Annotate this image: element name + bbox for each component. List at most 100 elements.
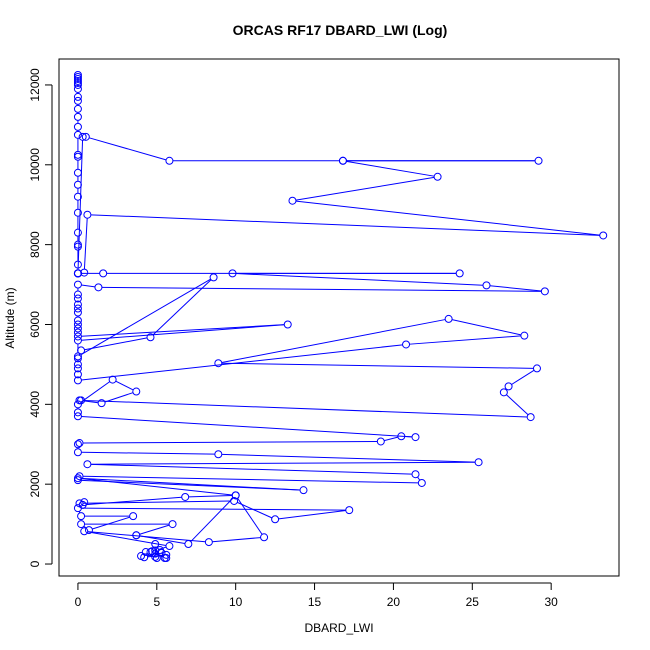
y-tick-label: 4000 <box>28 391 42 418</box>
series-segment <box>90 463 413 475</box>
data-point <box>80 498 89 507</box>
series-segment <box>190 497 234 542</box>
data-point <box>73 280 82 289</box>
data-point <box>271 515 280 524</box>
data-point <box>73 150 82 159</box>
data-point <box>73 80 82 89</box>
data-point <box>168 520 177 529</box>
data-point <box>520 331 529 340</box>
data-point <box>99 269 108 278</box>
data-point <box>288 196 297 205</box>
data-point <box>73 294 82 303</box>
series-segment <box>235 273 484 286</box>
data-point <box>417 478 426 487</box>
series-segment <box>86 496 182 506</box>
data-point <box>73 84 82 93</box>
data-point <box>73 352 82 361</box>
series-segment <box>147 554 163 558</box>
series-segment <box>158 546 167 550</box>
data-point <box>162 550 171 559</box>
series-layer <box>73 70 608 563</box>
series-segment <box>81 416 413 438</box>
data-point <box>146 333 155 342</box>
data-point <box>474 458 483 467</box>
data-point <box>204 538 213 547</box>
series-segment <box>139 524 170 535</box>
series-segment <box>221 453 476 463</box>
data-point <box>73 152 82 161</box>
data-point <box>73 242 82 251</box>
chart-title: ORCAS RF17 DBARD_LWI (Log) <box>233 22 448 38</box>
data-point <box>73 76 82 85</box>
data-point <box>214 450 223 459</box>
data-point <box>230 496 239 505</box>
data-point <box>209 273 218 282</box>
series-segment <box>81 284 96 288</box>
data-point <box>411 470 420 479</box>
series-segment <box>81 507 346 511</box>
data-point <box>73 168 82 177</box>
series-segment <box>80 278 211 356</box>
data-point <box>73 208 82 217</box>
data-point <box>73 290 82 299</box>
series-segment <box>221 319 446 364</box>
data-point <box>75 472 84 481</box>
data-point <box>299 486 308 495</box>
series-segment <box>489 285 542 292</box>
series-segment <box>152 279 212 336</box>
data-point <box>73 364 82 373</box>
data-point <box>73 332 82 341</box>
data-point <box>73 72 82 81</box>
data-point <box>165 156 174 165</box>
x-tick-label: 15 <box>308 595 322 609</box>
data-point <box>73 504 82 513</box>
data-point <box>73 308 82 317</box>
data-point <box>260 533 269 542</box>
data-point <box>151 549 160 558</box>
series-segment <box>81 451 215 455</box>
data-point <box>151 540 160 549</box>
data-point <box>73 192 82 201</box>
x-tick-label: 25 <box>466 595 480 609</box>
data-point <box>73 70 82 79</box>
data-point <box>84 526 93 535</box>
series-segment <box>81 324 285 337</box>
y-tick-label: 2000 <box>28 471 42 498</box>
data-point <box>444 314 453 323</box>
data-point <box>129 512 138 521</box>
series-segment <box>81 477 301 491</box>
data-point <box>94 283 103 292</box>
x-axis: 0 5 10 15 20 25 30 <box>75 582 558 609</box>
series-segment <box>221 362 534 369</box>
data-point <box>77 520 86 529</box>
data-point <box>140 553 149 562</box>
series-segment <box>82 475 419 484</box>
y-tick-label: 10000 <box>28 148 42 182</box>
series-segment <box>89 137 167 161</box>
series-segment <box>295 176 435 201</box>
data-point <box>73 228 82 237</box>
y-axis-label: Altitude (m) <box>3 287 17 348</box>
series-segment <box>87 531 206 543</box>
data-point <box>75 396 84 405</box>
series-segment <box>84 399 528 418</box>
series-segment <box>295 200 600 236</box>
y-axis: 0 2000 4000 6000 8000 10000 12000 <box>28 68 53 567</box>
y-tick-label: 12000 <box>28 68 42 102</box>
data-point <box>146 548 155 557</box>
data-point <box>132 387 141 396</box>
series-segment <box>451 319 522 336</box>
data-point <box>228 269 237 278</box>
series-segment <box>82 500 231 504</box>
data-point <box>83 460 92 469</box>
data-point <box>73 316 82 325</box>
data-point <box>157 548 166 557</box>
data-point <box>397 432 406 441</box>
series-segment <box>237 501 273 519</box>
data-point <box>526 413 535 422</box>
data-point <box>162 554 171 563</box>
data-point <box>73 96 82 105</box>
data-point <box>376 437 385 446</box>
data-point <box>152 554 161 563</box>
